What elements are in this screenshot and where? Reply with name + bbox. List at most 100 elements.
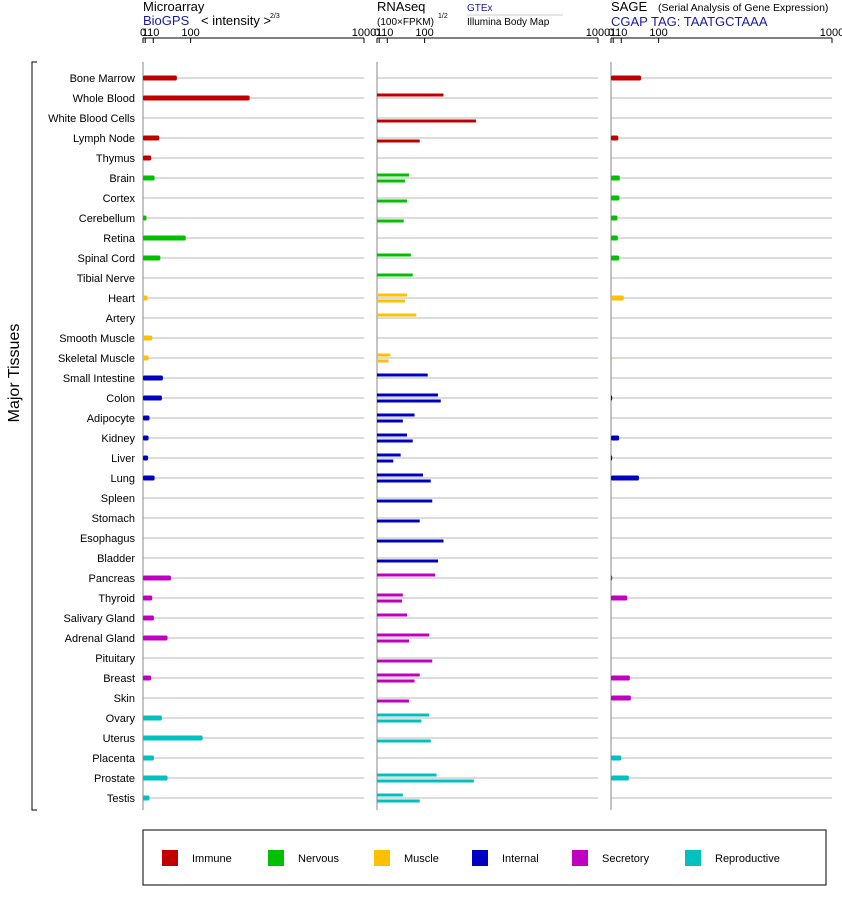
rnaseq-illumina-bar xyxy=(377,719,422,723)
sage-bar xyxy=(611,435,620,441)
sage-bar xyxy=(611,475,639,481)
tissue-label: Tibial Nerve xyxy=(77,273,135,285)
rnaseq-gtex-bar xyxy=(377,373,428,377)
tissue-label: Adrenal Gland xyxy=(65,633,135,645)
sage-bar xyxy=(611,455,613,461)
rnaseq-illumina-bar xyxy=(377,779,474,783)
rnaseq-gtex-bar xyxy=(377,573,436,577)
microarray-bar xyxy=(143,335,153,341)
tissue-label: Ovary xyxy=(106,713,136,725)
sage-bar xyxy=(611,235,618,241)
microarray-bar xyxy=(143,675,152,681)
legend-label: Secretory xyxy=(602,853,650,865)
microarray-x-tick-label: 0 xyxy=(140,27,146,39)
tissue-label: Brain xyxy=(109,173,135,185)
microarray-x-tick-label: 1000 xyxy=(352,27,376,39)
rnaseq-illumina-bar xyxy=(377,539,444,543)
microarray-bar xyxy=(143,415,150,421)
legend-label: Muscle xyxy=(404,853,439,865)
microarray-bar xyxy=(143,615,154,621)
sage-subtitle: (Serial Analysis of Gene Expression) xyxy=(658,2,828,14)
tissue-label: Cerebellum xyxy=(79,213,135,225)
microarray-bar xyxy=(143,755,154,761)
rnaseq-gtex-bar xyxy=(377,793,403,797)
legend-swatch xyxy=(268,850,284,866)
tissue-label: Bone Marrow xyxy=(70,73,135,85)
microarray-bar xyxy=(143,95,250,101)
rnaseq-scale-exponent: 1/2 xyxy=(438,13,448,20)
legend-swatch xyxy=(685,850,701,866)
rnaseq-gtex-bar xyxy=(377,173,409,177)
legend-swatch xyxy=(472,850,488,866)
rnaseq-gtex-bar xyxy=(377,673,420,677)
tissue-label: Colon xyxy=(106,393,135,405)
microarray-bar xyxy=(143,715,162,721)
rnaseq-illumina-bar xyxy=(377,739,431,743)
tissue-label: Skeletal Muscle xyxy=(58,353,135,365)
sage-title: SAGE xyxy=(611,0,647,14)
rnaseq-source-illumina: Illumina Body Map xyxy=(467,17,550,28)
sage-x-tick-label: 100 xyxy=(649,27,667,39)
legend-label: Reproductive xyxy=(715,853,780,865)
tissue-label: Prostate xyxy=(94,773,135,785)
tissue-label: Salivary Gland xyxy=(63,613,135,625)
tissue-label: Spleen xyxy=(101,493,135,505)
rnaseq-illumina-bar xyxy=(377,479,431,483)
tissue-label: Esophagus xyxy=(80,533,136,545)
sage-bar xyxy=(611,75,641,81)
sage-bar xyxy=(611,195,620,201)
legend-label: Internal xyxy=(502,853,539,865)
rnaseq-x-tick-label: 1 xyxy=(376,27,382,39)
sage-bar xyxy=(611,755,622,761)
microarray-bar xyxy=(143,135,160,141)
tissue-label: Lung xyxy=(111,473,135,485)
microarray-bar xyxy=(143,595,153,601)
rnaseq-illumina-bar xyxy=(377,219,404,223)
microarray-bar xyxy=(143,795,150,801)
tissue-label: Smooth Muscle xyxy=(59,333,135,345)
sage-bar xyxy=(611,175,620,181)
rnaseq-illumina-bar xyxy=(377,199,407,203)
rnaseq-gtex-bar xyxy=(377,93,444,97)
microarray-bar xyxy=(143,215,147,221)
tissue-labels: Bone Marrow Whole Blood White Blood Cells L… xyxy=(48,73,136,805)
microarray-title: Microarray xyxy=(143,0,205,14)
rnaseq-illumina-bar xyxy=(377,119,477,123)
tissue-label: Artery xyxy=(106,313,136,325)
rnaseq-gtex-bar xyxy=(377,713,430,717)
tissue-label: Breast xyxy=(103,673,135,685)
microarray-bar xyxy=(143,775,168,781)
rnaseq-illumina-bar xyxy=(377,299,405,303)
panel-headers: Microarray BioGPS < intensity > 2/3 RNAs… xyxy=(143,0,828,29)
sage-bar xyxy=(611,575,613,581)
tissue-label: White Blood Cells xyxy=(48,113,135,125)
rnaseq-illumina-bar xyxy=(377,399,441,403)
tissue-label: Skin xyxy=(114,693,135,705)
microarray-bar xyxy=(143,575,171,581)
y-axis-label: Major Tissues xyxy=(6,324,23,423)
rnaseq-x-tick-label: 0 xyxy=(374,27,380,39)
microarray-bar xyxy=(143,475,155,481)
microarray-bar xyxy=(143,255,161,261)
rnaseq-illumina-bar xyxy=(377,499,433,503)
tissue-label: Kidney xyxy=(101,433,135,445)
legend-swatch xyxy=(374,850,390,866)
sage-bar xyxy=(611,355,613,361)
microarray-bar xyxy=(143,455,149,461)
rnaseq-illumina-bar xyxy=(377,699,409,703)
tissue-label: Placenta xyxy=(92,753,136,765)
rnaseq-illumina-bar xyxy=(377,559,438,563)
tissue-label: Stomach xyxy=(92,513,135,525)
y-axis-bracket xyxy=(31,61,37,811)
microarray-scale-label: < intensity > xyxy=(201,13,271,28)
rnaseq-illumina-bar xyxy=(377,639,409,643)
rnaseq-illumina-bar xyxy=(377,659,433,663)
tissue-label: Liver xyxy=(111,453,135,465)
rnaseq-x-tick-label: 100 xyxy=(415,27,433,39)
microarray-bar xyxy=(143,155,152,161)
rnaseq-gtex-bar xyxy=(377,593,403,597)
rnaseq-gtex-bar xyxy=(377,613,407,617)
